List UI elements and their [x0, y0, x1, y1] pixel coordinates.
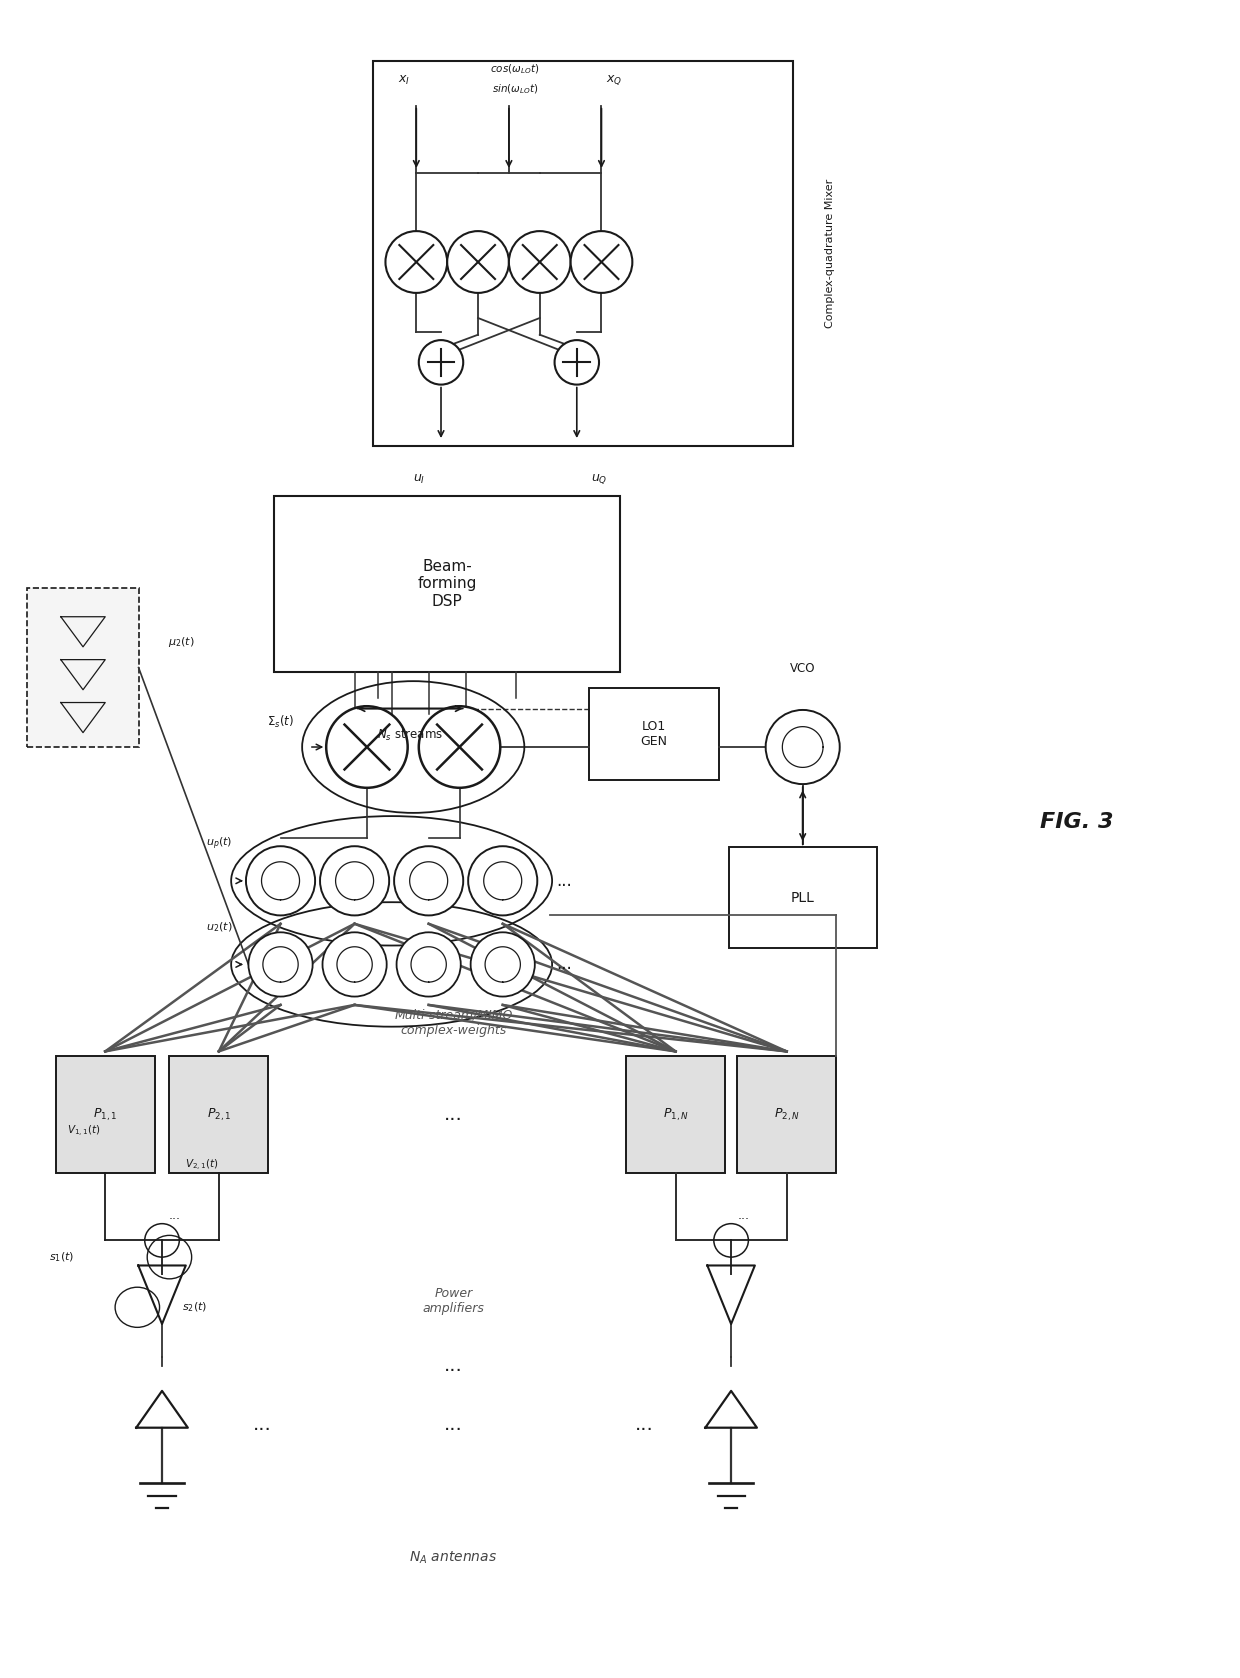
Ellipse shape — [397, 933, 461, 997]
Ellipse shape — [326, 706, 408, 787]
Bar — [589, 688, 719, 780]
Text: $u_Q$: $u_Q$ — [590, 473, 608, 487]
Ellipse shape — [248, 933, 312, 997]
Text: ...: ... — [557, 873, 573, 889]
Text: ...: ... — [738, 1208, 749, 1222]
Ellipse shape — [386, 232, 448, 294]
Ellipse shape — [469, 846, 537, 916]
Text: $P_{1,1}$: $P_{1,1}$ — [93, 1107, 118, 1123]
Ellipse shape — [508, 232, 570, 294]
Text: ...: ... — [557, 955, 573, 973]
Ellipse shape — [320, 846, 389, 916]
Bar — [729, 847, 877, 948]
Text: ...: ... — [444, 1356, 463, 1376]
Bar — [27, 587, 139, 747]
Text: $V_{1,1}(t)$: $V_{1,1}(t)$ — [67, 1124, 100, 1139]
Ellipse shape — [570, 232, 632, 294]
Text: $u_2(t)$: $u_2(t)$ — [206, 921, 232, 935]
Text: ...: ... — [635, 1415, 653, 1435]
Text: $P_{2,1}$: $P_{2,1}$ — [207, 1107, 231, 1123]
Text: VCO: VCO — [790, 661, 816, 675]
Bar — [738, 1057, 836, 1173]
Text: Complex-quadrature Mixer: Complex-quadrature Mixer — [825, 180, 835, 329]
Text: $x_I$: $x_I$ — [398, 74, 410, 87]
Text: $\Sigma_s(t)$: $\Sigma_s(t)$ — [267, 713, 294, 730]
Text: ...: ... — [444, 1106, 463, 1124]
Text: LO1
GEN: LO1 GEN — [640, 720, 667, 748]
Ellipse shape — [554, 341, 599, 384]
Ellipse shape — [419, 706, 500, 787]
Text: $s_2(t)$: $s_2(t)$ — [181, 1300, 207, 1314]
Bar — [373, 62, 792, 446]
Text: $P_{2,N}$: $P_{2,N}$ — [774, 1107, 800, 1123]
Text: ...: ... — [169, 1208, 180, 1222]
Text: $\mu_2(t)$: $\mu_2(t)$ — [169, 636, 195, 649]
Text: $N_A$ antennas: $N_A$ antennas — [409, 1550, 497, 1566]
Text: PLL: PLL — [791, 891, 815, 904]
Text: $V_{2,1}(t)$: $V_{2,1}(t)$ — [186, 1158, 219, 1173]
Bar — [56, 1057, 155, 1173]
Text: $cos(\omega_{LO}t)$: $cos(\omega_{LO}t)$ — [490, 62, 539, 76]
Text: ...: ... — [253, 1415, 272, 1435]
Text: $s_1(t)$: $s_1(t)$ — [50, 1250, 74, 1264]
Bar — [274, 497, 620, 671]
Text: $u_I$: $u_I$ — [413, 473, 425, 487]
Ellipse shape — [419, 341, 464, 384]
Ellipse shape — [394, 846, 464, 916]
Text: Power
amplifiers: Power amplifiers — [423, 1287, 485, 1314]
Ellipse shape — [765, 710, 839, 784]
Bar — [170, 1057, 268, 1173]
Ellipse shape — [471, 933, 534, 997]
Ellipse shape — [246, 846, 315, 916]
Text: ...: ... — [444, 1415, 463, 1435]
Bar — [626, 1057, 725, 1173]
Text: $sin(\omega_{LO}t)$: $sin(\omega_{LO}t)$ — [491, 82, 538, 96]
Text: Beam-
forming
DSP: Beam- forming DSP — [418, 559, 477, 609]
Text: FIG. 3: FIG. 3 — [1040, 812, 1114, 832]
Ellipse shape — [322, 933, 387, 997]
Ellipse shape — [448, 232, 508, 294]
Text: $N_s$ streams: $N_s$ streams — [377, 728, 443, 743]
Text: Multi-stream/MIMO
complex-weights: Multi-stream/MIMO complex-weights — [394, 1008, 512, 1037]
Text: $u_p(t)$: $u_p(t)$ — [206, 836, 232, 852]
Text: $P_{1,N}$: $P_{1,N}$ — [662, 1107, 688, 1123]
Text: $x_Q$: $x_Q$ — [605, 74, 622, 87]
